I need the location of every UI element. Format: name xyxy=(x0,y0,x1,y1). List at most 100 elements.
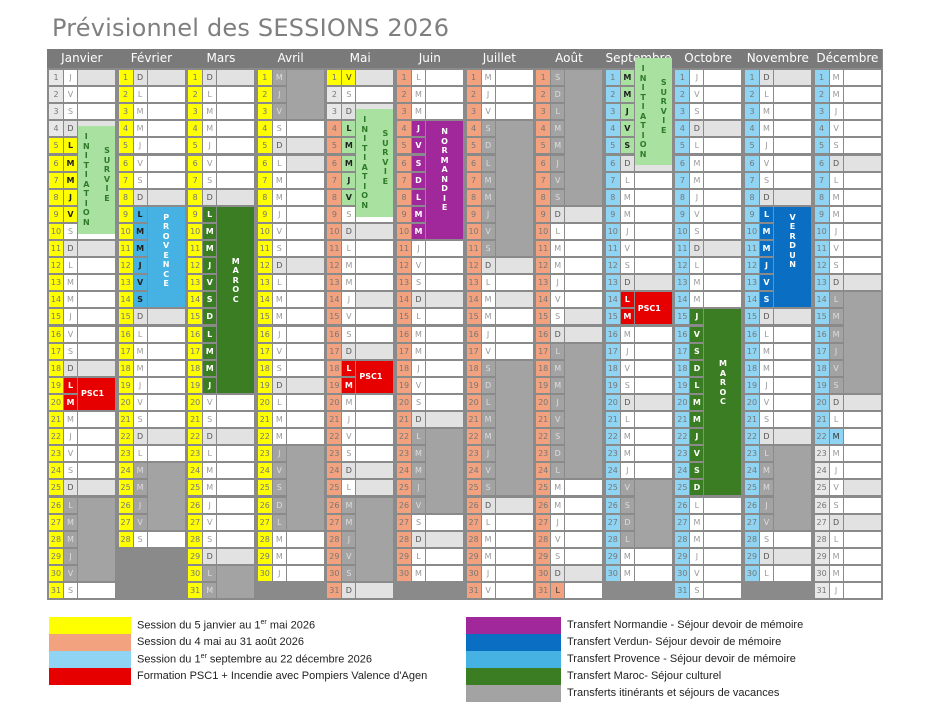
day-number: 14 xyxy=(118,292,133,308)
day-cell xyxy=(495,275,533,291)
weekday-letter: S xyxy=(760,531,773,547)
day-number: 11 xyxy=(188,241,203,257)
weekday-letter: D xyxy=(620,514,634,530)
weekday-letter: D xyxy=(412,531,425,547)
day-number: 22 xyxy=(327,429,342,445)
day-number: 17 xyxy=(327,343,342,359)
day-cell xyxy=(78,275,116,291)
day-cell xyxy=(356,87,394,103)
day-cell xyxy=(843,138,881,154)
weekday-letter: L xyxy=(342,241,356,257)
legend-label: Formation PSC1 + Incendie avec Pompiers … xyxy=(137,670,428,682)
weekday-letter: J xyxy=(342,292,356,308)
psc-event-block: PSC1 xyxy=(78,377,116,410)
weekday-letter: L xyxy=(133,326,147,342)
day-cell xyxy=(774,121,812,137)
weekday-letter: S xyxy=(133,172,147,188)
day-number: 21 xyxy=(536,412,551,428)
weekday-letter: M xyxy=(203,121,217,137)
weekday-letter: D xyxy=(760,189,773,205)
day-number: 9 xyxy=(397,206,411,222)
day-number: 7 xyxy=(327,172,342,188)
day-number: 9 xyxy=(466,206,481,222)
weekday-letter: M xyxy=(412,104,425,120)
day-number: 28 xyxy=(49,531,63,547)
day-number: 6 xyxy=(814,155,829,171)
weekday-letter: D xyxy=(760,309,773,325)
day-cell xyxy=(704,172,742,188)
weekday-letter: M xyxy=(620,206,634,222)
day-number: 14 xyxy=(675,292,690,308)
day-cell xyxy=(356,309,394,325)
weekday-letter: D xyxy=(412,172,425,188)
day-number: 3 xyxy=(605,104,620,120)
day-cell xyxy=(704,548,742,564)
weekday-letter: M xyxy=(64,275,77,291)
weekday-letter: V xyxy=(272,463,286,479)
day-number: 12 xyxy=(118,258,133,274)
weekday-letter: M xyxy=(203,583,217,599)
weekday-letter: L xyxy=(272,155,286,171)
day-cell xyxy=(426,275,464,291)
day-number: 26 xyxy=(327,497,342,513)
weekday-letter: S xyxy=(203,412,217,428)
day-cell xyxy=(286,172,324,188)
day-number: 13 xyxy=(327,275,342,291)
day-number: 28 xyxy=(536,531,551,547)
day-number: 1 xyxy=(536,70,551,86)
day-number: 18 xyxy=(675,360,690,376)
day-cell xyxy=(426,548,464,564)
weekday-letter: L xyxy=(829,531,843,547)
weekday-letter: V xyxy=(620,360,634,376)
day-number: 25 xyxy=(745,480,759,496)
weekday-letter: M xyxy=(760,343,773,359)
day-cell xyxy=(356,70,394,86)
weekday-letter: V xyxy=(203,155,217,171)
weekday-letter: S xyxy=(829,497,843,513)
weekday-letter: V xyxy=(481,343,495,359)
legend-swatch xyxy=(49,668,131,685)
weekday-letter: M xyxy=(203,223,217,239)
day-cell xyxy=(147,394,185,410)
weekday-letter: M xyxy=(412,463,425,479)
day-cell xyxy=(843,412,881,428)
weekday-letter: M xyxy=(620,326,634,342)
day-number: 18 xyxy=(814,360,829,376)
day-cell xyxy=(286,206,324,222)
day-number: 28 xyxy=(327,531,342,547)
day-cell xyxy=(78,309,116,325)
day-number: 27 xyxy=(118,514,133,530)
day-number: 23 xyxy=(814,446,829,462)
day-number: 30 xyxy=(327,565,342,581)
weekday-letter: J xyxy=(829,104,843,120)
weekday-letter: M xyxy=(412,565,425,581)
day-cell xyxy=(78,241,116,257)
day-number: 30 xyxy=(188,565,203,581)
day-number: 13 xyxy=(605,275,620,291)
day-number: 28 xyxy=(397,531,411,547)
weekday-letter: M xyxy=(690,531,704,547)
vacation-block xyxy=(774,446,812,530)
day-number: 28 xyxy=(814,531,829,547)
day-number: 27 xyxy=(49,514,63,530)
day-number: 7 xyxy=(188,172,203,188)
day-number: 17 xyxy=(257,343,272,359)
weekday-letter: M xyxy=(760,360,773,376)
weekday-letter: M xyxy=(551,480,565,496)
day-cell xyxy=(634,326,672,342)
day-number: 10 xyxy=(257,223,272,239)
day-cell xyxy=(426,565,464,581)
month-header: Janvier xyxy=(47,49,117,68)
day-number: 29 xyxy=(536,548,551,564)
day-number: 23 xyxy=(327,446,342,462)
weekday-letter: V xyxy=(620,241,634,257)
day-number: 28 xyxy=(605,531,620,547)
weekday-letter: D xyxy=(551,87,565,103)
day-number: 11 xyxy=(466,241,481,257)
day-cell xyxy=(217,189,255,205)
day-cell xyxy=(495,326,533,342)
weekday-letter: V xyxy=(133,394,147,410)
day-number: 8 xyxy=(605,189,620,205)
weekday-letter: L xyxy=(342,480,356,496)
